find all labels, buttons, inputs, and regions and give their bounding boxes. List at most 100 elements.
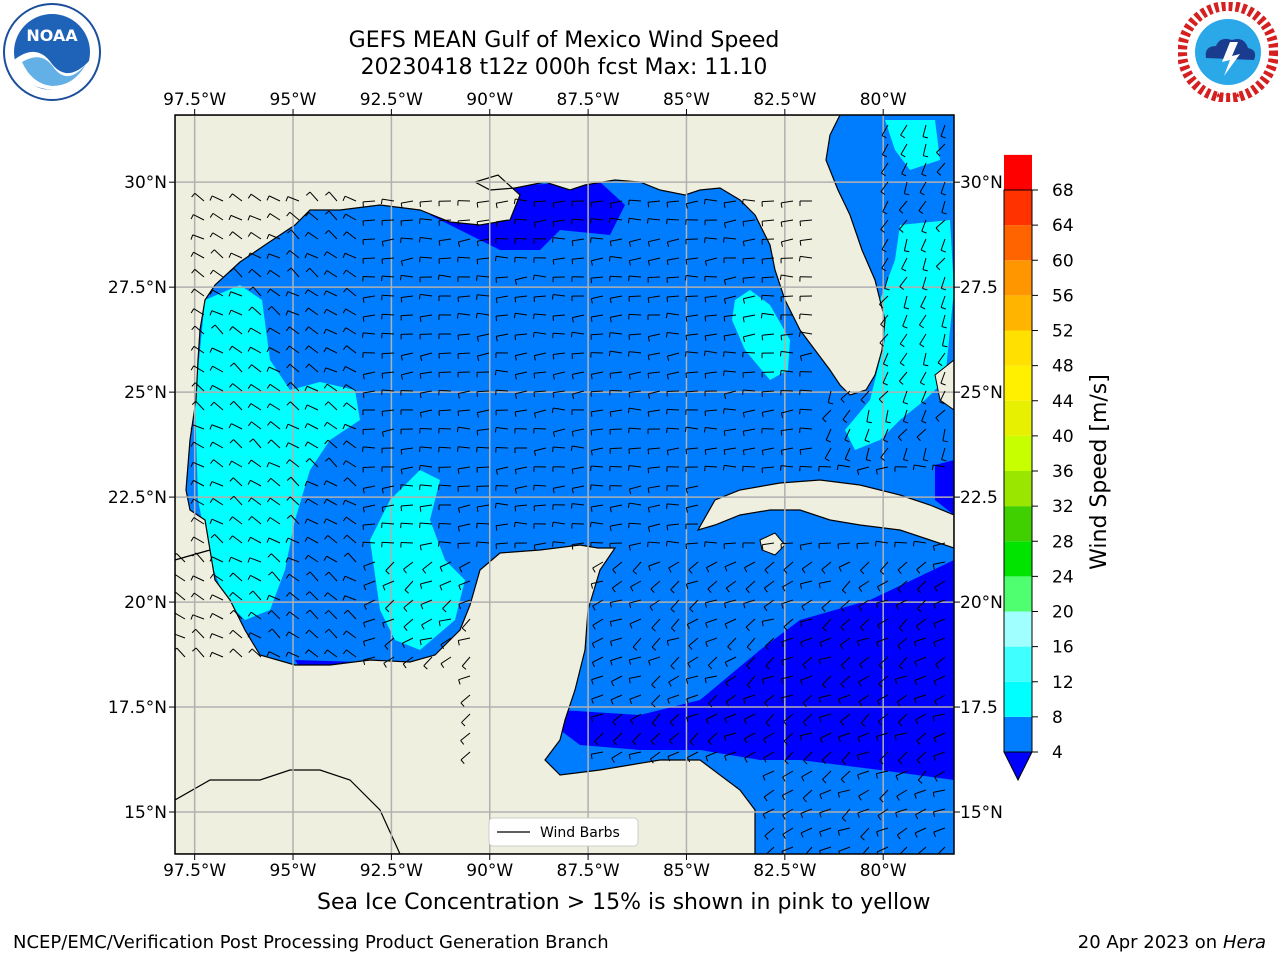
- wind-barb: [647, 390, 661, 399]
- footer-branch: NCEP/EMC/Verification Post Processing Pr…: [13, 932, 609, 953]
- wind-barb: [228, 193, 243, 202]
- wind-barb: [495, 523, 509, 531]
- wind-barb: [857, 808, 870, 818]
- wind-barb: [209, 441, 224, 449]
- wind-barb: [247, 479, 262, 487]
- wind-barb: [343, 552, 357, 563]
- wind-barb: [896, 789, 908, 801]
- wind-barb: [248, 306, 262, 316]
- wind-barb: [286, 514, 300, 525]
- colorbar-under-arrow: [1003, 751, 1033, 782]
- wind-barb: [705, 751, 718, 762]
- wind-barb: [899, 276, 908, 290]
- wind-barb: [670, 618, 680, 632]
- wind-barb: [422, 561, 433, 574]
- lon-label-top: 80°W: [860, 90, 907, 110]
- wind-barb: [780, 257, 794, 264]
- wind-barb: [323, 383, 338, 392]
- wind-barb: [627, 502, 642, 509]
- wind-barb: [761, 675, 775, 685]
- wind-barb: [418, 236, 433, 243]
- wind-barb: [764, 827, 775, 840]
- wind-barb: [285, 196, 300, 202]
- wind-barb: [247, 497, 262, 506]
- wind-barb: [191, 400, 205, 411]
- wind-barb: [249, 438, 262, 449]
- lon-label-bottom: 87.5°W: [557, 861, 620, 881]
- wind-barb: [324, 610, 338, 620]
- wind-barb: [707, 580, 718, 593]
- wind-barb: [305, 363, 319, 373]
- wind-barb: [400, 466, 414, 475]
- wind-barb: [381, 466, 395, 472]
- wind-barb: [323, 480, 338, 487]
- wind-barb: [590, 218, 604, 224]
- wind-barb: [841, 580, 851, 594]
- lon-label-top: 95°W: [270, 90, 317, 110]
- wind-barb: [669, 732, 680, 745]
- wind-barb: [922, 257, 928, 272]
- lon-label-top: 87.5°W: [557, 90, 620, 110]
- wind-barb: [761, 276, 775, 283]
- wind-barb: [610, 675, 623, 687]
- wind-barb: [533, 523, 547, 529]
- wind-barb: [921, 390, 927, 405]
- wind-barb: [403, 561, 414, 574]
- colorbar-segment: [1004, 506, 1032, 542]
- wind-barb: [865, 447, 872, 462]
- wind-barb: [304, 441, 319, 449]
- wind-barb: [325, 191, 338, 202]
- wind-barb: [935, 656, 946, 669]
- wind-barb: [286, 363, 300, 373]
- wind-barb: [305, 609, 319, 620]
- wind-barb: [779, 369, 794, 376]
- wind-barb: [591, 675, 604, 685]
- wind-barb: [685, 371, 699, 379]
- wind-barb: [780, 542, 794, 549]
- wind-barb: [343, 534, 357, 544]
- wind-barb: [627, 217, 642, 224]
- wind-barb: [685, 295, 699, 302]
- strong-wind-west: [195, 285, 360, 620]
- wind-barb: [824, 447, 832, 462]
- wind-barb: [438, 200, 452, 207]
- wind-barb: [708, 694, 718, 708]
- wind-barb: [190, 479, 205, 487]
- wind-barb: [304, 289, 319, 297]
- wind-barb: [362, 523, 376, 530]
- wind-barb: [705, 637, 718, 647]
- wind-barb: [514, 352, 528, 361]
- nws-stars-icon: ★ ★ ★: [1215, 91, 1242, 100]
- wind-barb: [247, 403, 262, 411]
- wind-barb: [895, 808, 908, 818]
- wind-barb: [932, 561, 946, 570]
- wind-barb: [742, 333, 756, 342]
- wind-barb: [666, 503, 680, 509]
- wind-barb: [895, 770, 908, 781]
- wind-barb: [228, 556, 243, 563]
- wind-barb: [803, 751, 813, 765]
- wind-barb: [800, 827, 813, 838]
- wind-barb: [912, 540, 927, 547]
- wind-barb: [191, 628, 205, 639]
- strong-wind-central: [370, 470, 465, 650]
- wind-barb: [666, 238, 680, 247]
- wind-barb: [894, 675, 908, 685]
- wind-barb: [209, 347, 224, 354]
- wind-barb: [780, 219, 794, 228]
- wind-barb: [940, 371, 946, 386]
- wind-barb: [875, 599, 889, 609]
- wind-barb: [439, 580, 452, 591]
- wind-barb: [874, 540, 889, 547]
- wind-barb: [324, 457, 338, 468]
- wind-barb: [285, 631, 300, 639]
- wind-barb: [190, 345, 205, 354]
- wind-barb: [723, 542, 737, 549]
- wind-barb: [362, 257, 376, 264]
- wind-barb: [799, 371, 813, 377]
- wind-barb: [533, 390, 547, 398]
- colorbar-tick-label: 68: [1052, 181, 1074, 201]
- wind-barb: [667, 694, 680, 704]
- wind-barb: [724, 751, 737, 761]
- wind-barb: [438, 238, 452, 246]
